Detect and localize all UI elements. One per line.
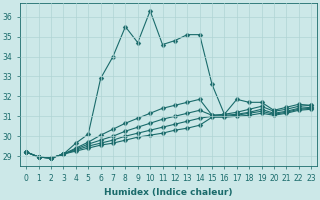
- X-axis label: Humidex (Indice chaleur): Humidex (Indice chaleur): [104, 188, 233, 197]
